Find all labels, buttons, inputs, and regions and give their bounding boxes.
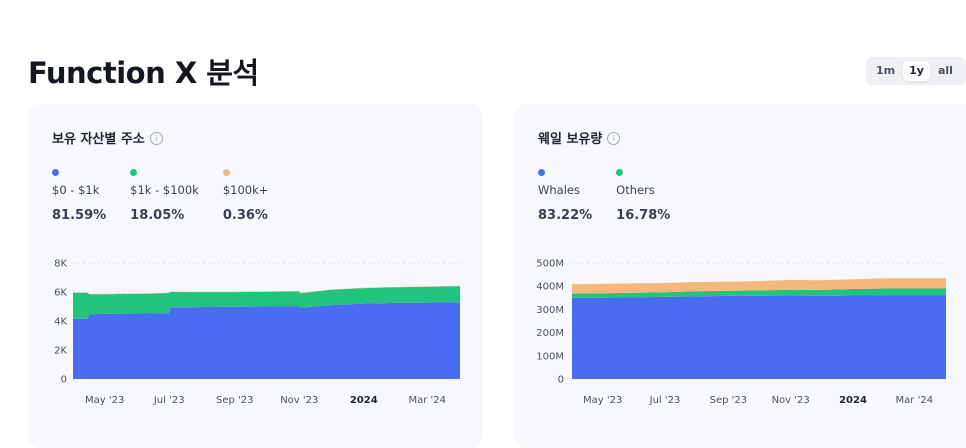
- x-tick-label: Sep '23: [216, 395, 254, 406]
- x-tick-label: Nov '23: [280, 395, 318, 406]
- legend-value: 18.05%: [130, 208, 185, 223]
- legend-value: 0.36%: [222, 208, 268, 223]
- x-tick-label: Mar '24: [408, 395, 446, 406]
- y-tick-label: 100M: [536, 351, 564, 362]
- holdings-card: 보유 자산별 주소 i $0 - $1k 81.59% $1k - $100k …: [28, 104, 483, 448]
- legend-value: 16.78%: [616, 208, 671, 223]
- y-tick-label: 0: [558, 375, 564, 386]
- legend-value: 81.59%: [52, 208, 107, 223]
- whale-legend: Whales 83.22% Others 16.78%: [538, 169, 694, 223]
- range-1y-button[interactable]: 1y: [903, 61, 930, 81]
- series-area: [73, 286, 460, 319]
- whale-title-text: 웨일 보유량: [538, 132, 603, 147]
- info-circle-icon[interactable]: i: [607, 132, 621, 145]
- y-tick-label: 2K: [54, 346, 67, 357]
- legend-label: Whales: [538, 183, 580, 197]
- whale-area-chart[interactable]: 0 100M 200M 300M 400M 500M May '23 Jul '23 Sep '…: [514, 104, 966, 448]
- legend-dot-blue: [52, 169, 59, 176]
- info-circle-icon[interactable]: i: [149, 132, 163, 145]
- legend-label: $0 - $1k: [52, 183, 100, 197]
- holdings-title-text: 보유 자산별 주소: [52, 132, 145, 147]
- range-all-button[interactable]: all: [937, 64, 953, 77]
- x-tick-label: May '23: [583, 395, 622, 406]
- x-tick-label: Nov '23: [772, 395, 810, 406]
- y-tick-label: 200M: [536, 328, 564, 339]
- y-tick-label: 8K: [54, 259, 67, 270]
- series-area: [572, 295, 946, 379]
- legend-dot-green: [616, 169, 624, 176]
- legend-item: Others 16.78%: [616, 169, 670, 223]
- legend-label: Others: [616, 183, 655, 197]
- legend-value: 83.22%: [538, 208, 593, 223]
- legend-label: $100k+: [222, 183, 269, 197]
- legend-item: $1k - $100k 18.05%: [130, 169, 199, 223]
- x-tick-label: Jul '23: [153, 395, 185, 406]
- legend-item: $0 - $1k 81.59%: [52, 169, 106, 223]
- whale-card-title: 웨일 보유량 i: [538, 128, 621, 147]
- legend-item: $100k+ 0.36%: [222, 169, 269, 223]
- x-tick-label: Sep '23: [710, 395, 748, 406]
- series-area: [73, 285, 460, 295]
- holdings-legend: $0 - $1k 81.59% $1k - $100k 18.05% $100k…: [52, 169, 292, 223]
- y-tick-label: 300M: [536, 305, 564, 316]
- y-tick-label: 500M: [536, 259, 564, 270]
- legend-label: $1k - $100k: [130, 183, 199, 197]
- time-range-toggle: 1m 1y all: [866, 57, 966, 85]
- whale-card: 웨일 보유량 i Whales 83.22% Others 16.78% 0 10…: [514, 104, 966, 448]
- y-tick-label: 6K: [54, 288, 67, 299]
- x-tick-label: Jul '23: [649, 395, 681, 406]
- x-tick-label: Mar '24: [896, 395, 934, 406]
- series-area: [73, 302, 460, 379]
- series-area: [572, 278, 946, 294]
- x-tick-label: 2024: [839, 395, 867, 406]
- holdings-card-title: 보유 자산별 주소 i: [52, 128, 163, 147]
- legend-item: Whales 83.22%: [538, 169, 592, 223]
- holdings-area-chart[interactable]: 0 2K 4K 6K 8K May '23 Jul '23 Sep '23 Nov '23 202…: [28, 104, 483, 448]
- x-tick-label: 2024: [350, 395, 378, 406]
- y-tick-label: 0: [61, 375, 67, 386]
- y-tick-label: 400M: [536, 282, 564, 293]
- page-title: Function X 분석: [28, 56, 259, 90]
- series-area: [572, 288, 946, 298]
- legend-dot-blue: [538, 169, 545, 176]
- x-tick-label: May '23: [85, 395, 124, 406]
- legend-dot-green: [130, 169, 138, 176]
- legend-dot-orange: [222, 169, 230, 176]
- y-tick-label: 4K: [54, 317, 67, 328]
- range-1m-button[interactable]: 1m: [876, 64, 896, 77]
